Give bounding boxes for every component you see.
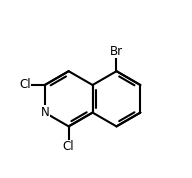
Text: Br: Br	[110, 45, 123, 58]
Text: Cl: Cl	[63, 140, 74, 153]
Text: Cl: Cl	[20, 78, 31, 91]
Text: N: N	[40, 106, 49, 119]
